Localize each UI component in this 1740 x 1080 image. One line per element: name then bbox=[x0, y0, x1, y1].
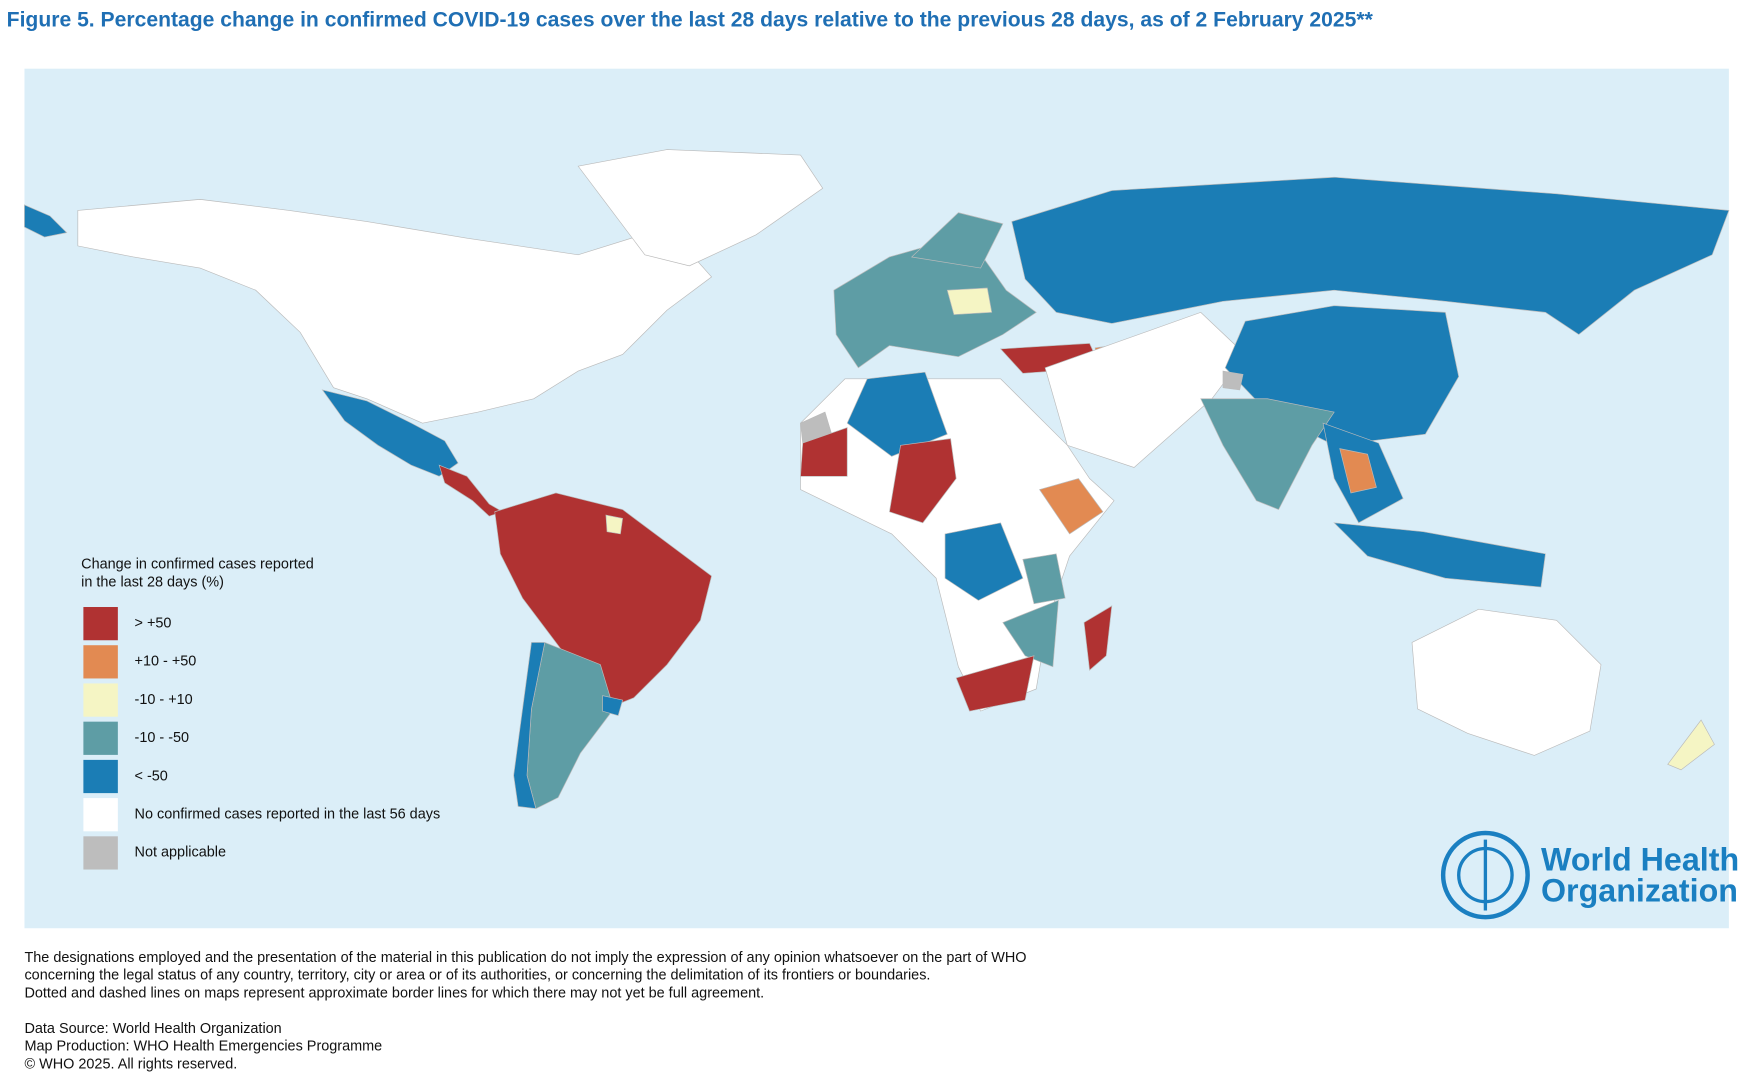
legend-label: Not applicable bbox=[135, 845, 226, 861]
legend-title: in the last 28 days (%) bbox=[81, 574, 224, 590]
new-zealand bbox=[1667, 719, 1715, 771]
west-africa bbox=[800, 427, 848, 477]
logo-emblem bbox=[1440, 830, 1530, 920]
greenland bbox=[577, 149, 824, 267]
legend-swatch bbox=[83, 721, 118, 755]
legend-swatch bbox=[83, 607, 118, 641]
legend-swatch bbox=[83, 683, 118, 717]
ethiopia bbox=[1039, 478, 1104, 535]
north-america bbox=[77, 199, 713, 424]
south-america-north bbox=[494, 492, 712, 710]
australia bbox=[1411, 608, 1602, 756]
legend: > +50 +10 - +50 -10 - +10 -10 - -50 < -50 No … bbox=[83, 607, 440, 870]
logo-text: Organization bbox=[1541, 872, 1738, 908]
credit: Data Source: World Health Organization bbox=[24, 1021, 281, 1037]
legend-label: > +50 bbox=[135, 615, 172, 631]
alaska-west bbox=[24, 204, 68, 238]
legend-label: +10 - +50 bbox=[135, 654, 197, 670]
credit: Map Production: WHO Health Emergencies P… bbox=[24, 1039, 382, 1055]
map bbox=[24, 149, 1730, 810]
legend-label: -10 - -50 bbox=[135, 730, 190, 746]
mozambique bbox=[1002, 599, 1059, 668]
indonesia bbox=[1333, 522, 1546, 588]
russia bbox=[1011, 176, 1730, 335]
madagascar bbox=[1083, 605, 1113, 671]
legend-label: < -50 bbox=[135, 768, 168, 784]
nigeria-chad bbox=[889, 438, 957, 524]
india bbox=[1200, 398, 1335, 510]
south-africa bbox=[955, 655, 1035, 712]
who-logo: World Health Organization bbox=[1440, 830, 1739, 920]
uruguay bbox=[602, 695, 624, 716]
disclaimer: Dotted and dashed lines on maps represen… bbox=[24, 985, 764, 1001]
thailand bbox=[1339, 448, 1377, 494]
disclaimer: concerning the legal status of any count… bbox=[24, 968, 930, 984]
legend-swatch bbox=[83, 798, 118, 832]
central-africa bbox=[944, 522, 1024, 601]
legend-label: No confirmed cases reported in the last … bbox=[135, 807, 441, 823]
poland bbox=[946, 287, 993, 315]
guyana bbox=[605, 514, 623, 535]
credit: © WHO 2025. All rights reserved. bbox=[24, 1056, 237, 1072]
scandinavia bbox=[910, 212, 1004, 269]
chile bbox=[513, 642, 546, 810]
title: Figure 5. Percentage change in confirmed… bbox=[7, 9, 1374, 32]
east-africa bbox=[1022, 553, 1066, 605]
disclaimer: The designations employed and the presen… bbox=[24, 950, 1026, 966]
legend-swatch bbox=[83, 836, 118, 870]
logo-text: World Health bbox=[1541, 841, 1739, 877]
kashmir bbox=[1222, 370, 1244, 391]
legend-label: -10 - +10 bbox=[135, 692, 193, 708]
legend-swatch bbox=[83, 759, 118, 794]
legend-title: Change in confirmed cases reported bbox=[81, 557, 314, 573]
legend-swatch bbox=[83, 645, 118, 679]
